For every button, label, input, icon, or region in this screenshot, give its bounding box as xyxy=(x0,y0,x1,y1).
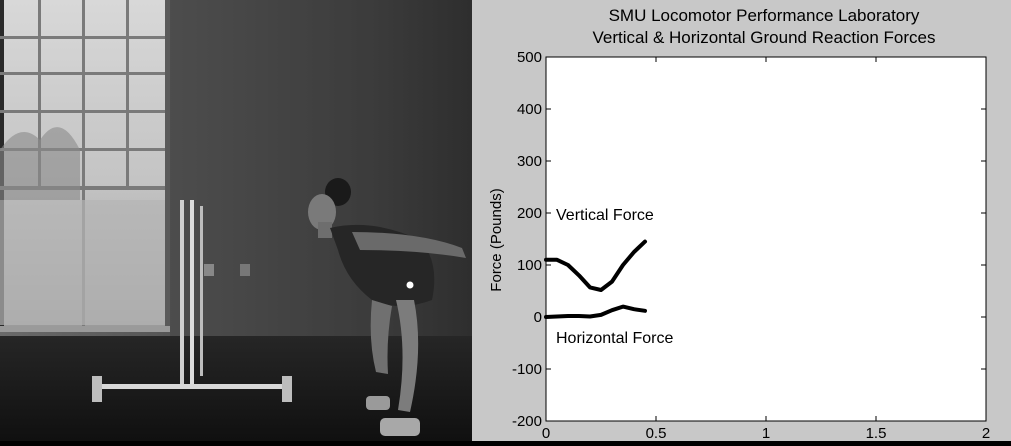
video-frame xyxy=(0,0,472,441)
y-tick-label: 300 xyxy=(517,153,542,170)
x-tick-label: 0.5 xyxy=(646,425,667,441)
series-line-0 xyxy=(544,239,647,292)
video-photo xyxy=(0,0,472,441)
athlete xyxy=(308,178,466,436)
x-tick-label: 1.5 xyxy=(866,425,887,441)
y-tick-label: -100 xyxy=(512,361,542,378)
y-tick-label: 200 xyxy=(517,205,542,222)
chart-subtitle: Vertical & Horizontal Ground Reaction Fo… xyxy=(593,28,936,47)
y-tick-label: 100 xyxy=(517,257,542,274)
chart-title: SMU Locomotor Performance Laboratory xyxy=(609,6,920,25)
y-tick-label: -200 xyxy=(512,413,542,430)
y-tick-label: 400 xyxy=(517,101,542,118)
series-line-1 xyxy=(544,304,647,319)
y-axis-label: Force (Pounds) xyxy=(488,188,505,291)
chart-panel: SMU Locomotor Performance Laboratory Ver… xyxy=(472,0,1011,442)
y-tick-label: 0 xyxy=(534,309,542,326)
x-tick-label: 0 xyxy=(542,425,550,441)
plot-area xyxy=(545,56,987,422)
x-tick-label: 1 xyxy=(762,425,770,441)
force-chart: SMU Locomotor Performance Laboratory Ver… xyxy=(488,6,990,442)
x-tick-label: 2 xyxy=(982,425,990,441)
series-label-1: Horizontal Force xyxy=(556,330,673,347)
series-label-0: Vertical Force xyxy=(556,207,654,224)
hurdle xyxy=(92,200,292,402)
y-tick-label: 500 xyxy=(517,49,542,66)
